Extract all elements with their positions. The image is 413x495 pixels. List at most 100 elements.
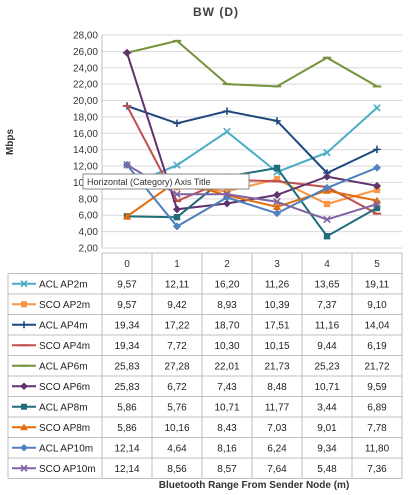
data-point: [273, 209, 281, 218]
table-cell: 6,19: [367, 341, 387, 352]
table-cell: 16,20: [214, 279, 239, 290]
data-point: [323, 183, 331, 192]
table-cell: 17,51: [264, 320, 289, 331]
table-cell: 10,71: [214, 402, 239, 413]
x-tick-label: 5: [374, 259, 380, 270]
y-tick-labels: 2,004,006,008,0010,0012,0014,0016,0018,0…: [73, 31, 98, 255]
table-cell: 9,57: [117, 279, 137, 290]
series-name: SCO AP6m: [39, 382, 90, 393]
y-tick-label: 28,00: [73, 31, 98, 42]
y-tick-label: 14,00: [73, 145, 98, 156]
data-point: [223, 190, 231, 198]
table-cell: 14,04: [364, 320, 389, 331]
data-point: [373, 200, 381, 208]
table-cell: 9,59: [367, 382, 387, 393]
data-point: [323, 172, 331, 181]
series-name: SCO AP4m: [39, 341, 90, 352]
data-point: [273, 198, 281, 206]
data-point: [273, 202, 281, 210]
data-point: [273, 176, 281, 183]
series-line: [126, 39, 378, 88]
data-point: [123, 212, 131, 220]
x-tick-label: 2: [224, 259, 230, 270]
table-cell: 8,16: [217, 443, 237, 454]
table-row: SCO AP2m 9,57 9,42 8,93 10,39 7,37 9,10: [12, 300, 387, 311]
data-point: [173, 205, 181, 214]
x-tick-label: 0: [124, 259, 130, 270]
table-cell: 25,23: [314, 361, 339, 372]
table-cell: 18,70: [214, 320, 239, 331]
table-cell: 9,57: [117, 300, 137, 311]
table-cell: 13,65: [314, 279, 339, 290]
table-row: ACL AP10m 12,14 4,64 8,16 6,24 9,34 11,80: [12, 443, 390, 454]
data-point: [223, 107, 231, 115]
y-tick-label: 8,00: [79, 194, 99, 205]
series-name: ACL AP6m: [39, 361, 88, 372]
data-point: [373, 204, 381, 212]
table-cell: 7,78: [367, 423, 387, 434]
y-tick-label: 26,00: [73, 47, 98, 58]
axis-title-tooltip: Horizontal (Category) Axis Title: [82, 173, 250, 190]
table-cell: 10,15: [264, 341, 289, 352]
table-row: ACL AP8m 5,86 5,76 10,71 11,77 3,44 6,89: [12, 402, 387, 413]
table-cell: 12,11: [165, 279, 190, 290]
table-cell: 19,34: [114, 341, 139, 352]
series-acl-ap6m: [122, 39, 382, 88]
series-line: [126, 164, 378, 228]
table-cell: 19,11: [365, 279, 390, 290]
table-cell: 10,16: [164, 423, 189, 434]
y-tick-label: 16,00: [73, 129, 98, 140]
data-point: [373, 186, 381, 194]
table-cell: 11,26: [265, 279, 290, 290]
table-cell: 9,44: [317, 341, 337, 352]
data-point: [273, 117, 281, 125]
table-row: SCO AP10m 12,14 8,56 8,57 7,64 5,48 7,36: [12, 464, 387, 475]
table-cell: 4,64: [167, 443, 187, 454]
data-point: [20, 382, 28, 391]
series-name: ACL AP2m: [39, 279, 88, 290]
data-point: [20, 423, 28, 431]
table-cell: 7,72: [167, 341, 187, 352]
y-tick-label: 12,00: [73, 162, 98, 173]
data-point: [373, 104, 381, 112]
data-point: [123, 161, 131, 169]
series-name: SCO AP8m: [39, 423, 90, 434]
x-tick-label: 1: [174, 259, 180, 270]
y-tick-label: 4,00: [79, 227, 99, 238]
table-cell: 6,72: [167, 382, 187, 393]
data-point: [173, 119, 181, 128]
data-point: [173, 190, 181, 199]
data-point: [173, 213, 181, 221]
table-cell: 25,83: [114, 361, 139, 372]
table-cell: 10,39: [264, 300, 289, 311]
table-cell: 7,03: [267, 423, 287, 434]
table-row: SCO AP4m 19,34 7,72 10,30 10,15 9,44 6,19: [12, 341, 387, 352]
table-row: SCO AP8m 5,86 10,16 8,43 7,03 9,01 7,78: [12, 423, 387, 434]
series-name: ACL AP8m: [39, 402, 88, 413]
series-line: [126, 107, 378, 187]
data-point: [223, 188, 231, 195]
x-tick-label: 4: [324, 259, 330, 270]
table-cell: 8,43: [217, 423, 237, 434]
table-cell: 10,30: [214, 341, 239, 352]
series-name: SCO AP10m: [39, 464, 96, 475]
table-cell: 9,10: [367, 300, 387, 311]
table-row: ACL AP6m 25,83 27,28 22,01 21,73 25,23 21,72: [12, 361, 390, 372]
table-cell: 7,64: [267, 464, 287, 475]
data-point: [323, 148, 331, 157]
table-cell: 9,34: [317, 443, 337, 454]
y-axis-title: Mbps: [5, 129, 16, 156]
y-tick-label: 20,00: [73, 96, 98, 107]
table-cell: 11,77: [265, 402, 290, 413]
table-cell: 5,86: [117, 402, 137, 413]
table-cell: 7,36: [367, 464, 387, 475]
data-point: [373, 145, 381, 154]
y-tick-label: 18,00: [73, 112, 98, 123]
data-point: [273, 190, 281, 199]
series-name: SCO AP2m: [39, 300, 90, 311]
data-point: [21, 403, 27, 410]
y-tick-label: 24,00: [73, 63, 98, 74]
y-tick-label: 2,00: [79, 244, 99, 255]
table-cell: 6,24: [267, 443, 287, 454]
